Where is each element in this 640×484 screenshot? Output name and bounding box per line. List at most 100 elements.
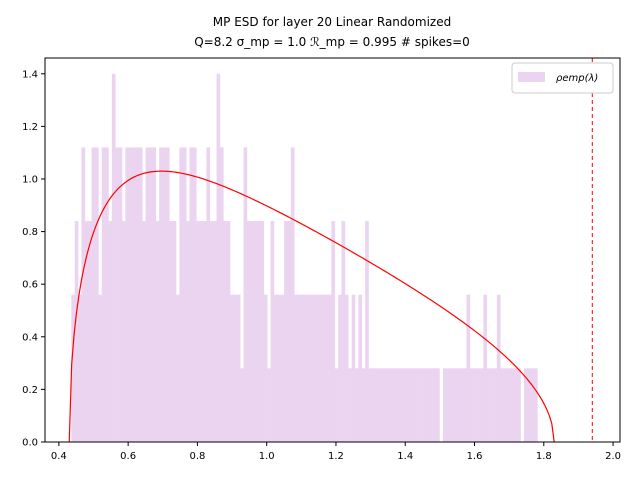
histogram-bar (243, 147, 248, 442)
histogram-bar (375, 368, 379, 442)
histogram-bar (84, 221, 89, 442)
histogram-bar (398, 368, 403, 442)
histogram-bar (368, 368, 373, 442)
histogram-bar (442, 368, 447, 442)
histogram-bar (385, 368, 390, 442)
histogram-bar (236, 294, 241, 442)
legend-swatch (518, 72, 545, 82)
histogram-bar (260, 221, 265, 442)
histogram-bar (203, 221, 207, 442)
y-tick-label: 0.4 (22, 332, 38, 343)
histogram-bar (216, 73, 221, 442)
y-tick-label: 1.4 (22, 69, 38, 80)
histogram-bar (273, 294, 278, 442)
histogram-bar (382, 368, 386, 442)
histogram-bar (415, 368, 420, 442)
histogram-bar (338, 294, 342, 442)
histogram-bar (230, 294, 234, 442)
histogram-bar (456, 368, 461, 442)
histogram-bar (111, 73, 116, 442)
x-tick-label: 0.8 (189, 451, 205, 462)
histogram-bar (88, 221, 92, 442)
histogram-bar (94, 147, 99, 442)
histogram-bar (128, 147, 133, 442)
chart-title-line-2: Q=8.2 σ_mp = 1.0 ℛ_mp = 0.995 # spikes=0 (194, 35, 470, 49)
x-axis-ticks: 0.4 0.6 0.8 1.0 1.2 1.4 1.6 1.8 2.0 (51, 442, 621, 462)
histogram-bar (132, 147, 136, 442)
x-tick-label: 0.6 (120, 451, 136, 462)
x-tick-label: 1.6 (467, 451, 483, 462)
histogram-bar (432, 368, 437, 442)
histogram-bar (206, 147, 211, 442)
plot-frame (44, 57, 621, 443)
histogram-bar (422, 368, 427, 442)
histogram-bar (476, 368, 481, 442)
histogram-bar (199, 221, 204, 442)
histogram-bar (392, 368, 396, 442)
histogram-bar (317, 294, 322, 442)
histogram-bar (304, 294, 309, 442)
y-tick-label: 0.8 (22, 227, 38, 238)
histogram-bar (351, 294, 356, 442)
histogram-bar (159, 147, 163, 442)
histogram-bar (358, 294, 363, 442)
y-tick-label: 0.6 (22, 280, 38, 291)
histogram-bar (429, 368, 433, 442)
legend: ρemp(λ) (511, 62, 614, 94)
histogram-bar (186, 221, 190, 442)
histogram-bar (365, 221, 369, 442)
histogram-bar (483, 294, 488, 442)
histogram-bar (209, 221, 214, 442)
histogram-bar (506, 368, 511, 442)
histogram-bar (348, 368, 352, 442)
histogram-bar (517, 368, 521, 442)
histogram-bar (425, 368, 430, 442)
histogram-bar (321, 294, 325, 442)
histogram-bar (172, 221, 177, 442)
histogram-bar (324, 294, 329, 442)
histogram-bar (446, 368, 450, 442)
histogram-bar (473, 368, 477, 442)
histogram-bar (419, 368, 423, 442)
histogram-bar (182, 147, 187, 442)
histogram-bar (280, 294, 285, 442)
histogram-bar (327, 294, 332, 442)
histogram-bar (405, 368, 410, 442)
histogram-bar (135, 147, 140, 442)
y-axis-ticks: 0.0 0.2 0.4 0.6 0.8 1.0 1.2 1.4 (22, 69, 45, 449)
chart-title-line-1: MP ESD for layer 20 Linear Randomized (213, 15, 451, 29)
histogram-bar (297, 294, 302, 442)
histogram-bar (307, 294, 312, 442)
histogram-bar (463, 368, 467, 442)
histogram-bar (165, 147, 170, 442)
histogram-bar (71, 294, 76, 442)
histogram-bar (409, 368, 413, 442)
histogram-bar (250, 221, 254, 442)
histogram-bar (78, 294, 82, 442)
histogram-bar (466, 294, 471, 442)
histogram-bar (152, 147, 157, 442)
histogram-bar (179, 147, 184, 442)
x-tick-label: 1.0 (259, 451, 275, 462)
histogram-bar (523, 368, 528, 442)
histogram-bar (486, 368, 491, 442)
histogram-bar (169, 221, 173, 442)
histogram-bar (233, 294, 238, 442)
histogram-bar (290, 147, 295, 442)
histogram-bar (294, 294, 298, 442)
histogram-bar (287, 221, 292, 442)
histogram-bar (155, 221, 160, 442)
histogram-bar (81, 147, 86, 442)
histogram-bar (500, 368, 504, 442)
histogram-bar (277, 294, 282, 442)
histogram-bar (145, 147, 150, 442)
histogram-bar (503, 368, 508, 442)
histogram-bar (142, 221, 146, 442)
histogram-bar (267, 368, 271, 442)
histogram-bar (101, 147, 106, 442)
legend-box (511, 62, 614, 94)
histogram-bar (240, 368, 244, 442)
histogram-bar (213, 221, 217, 442)
